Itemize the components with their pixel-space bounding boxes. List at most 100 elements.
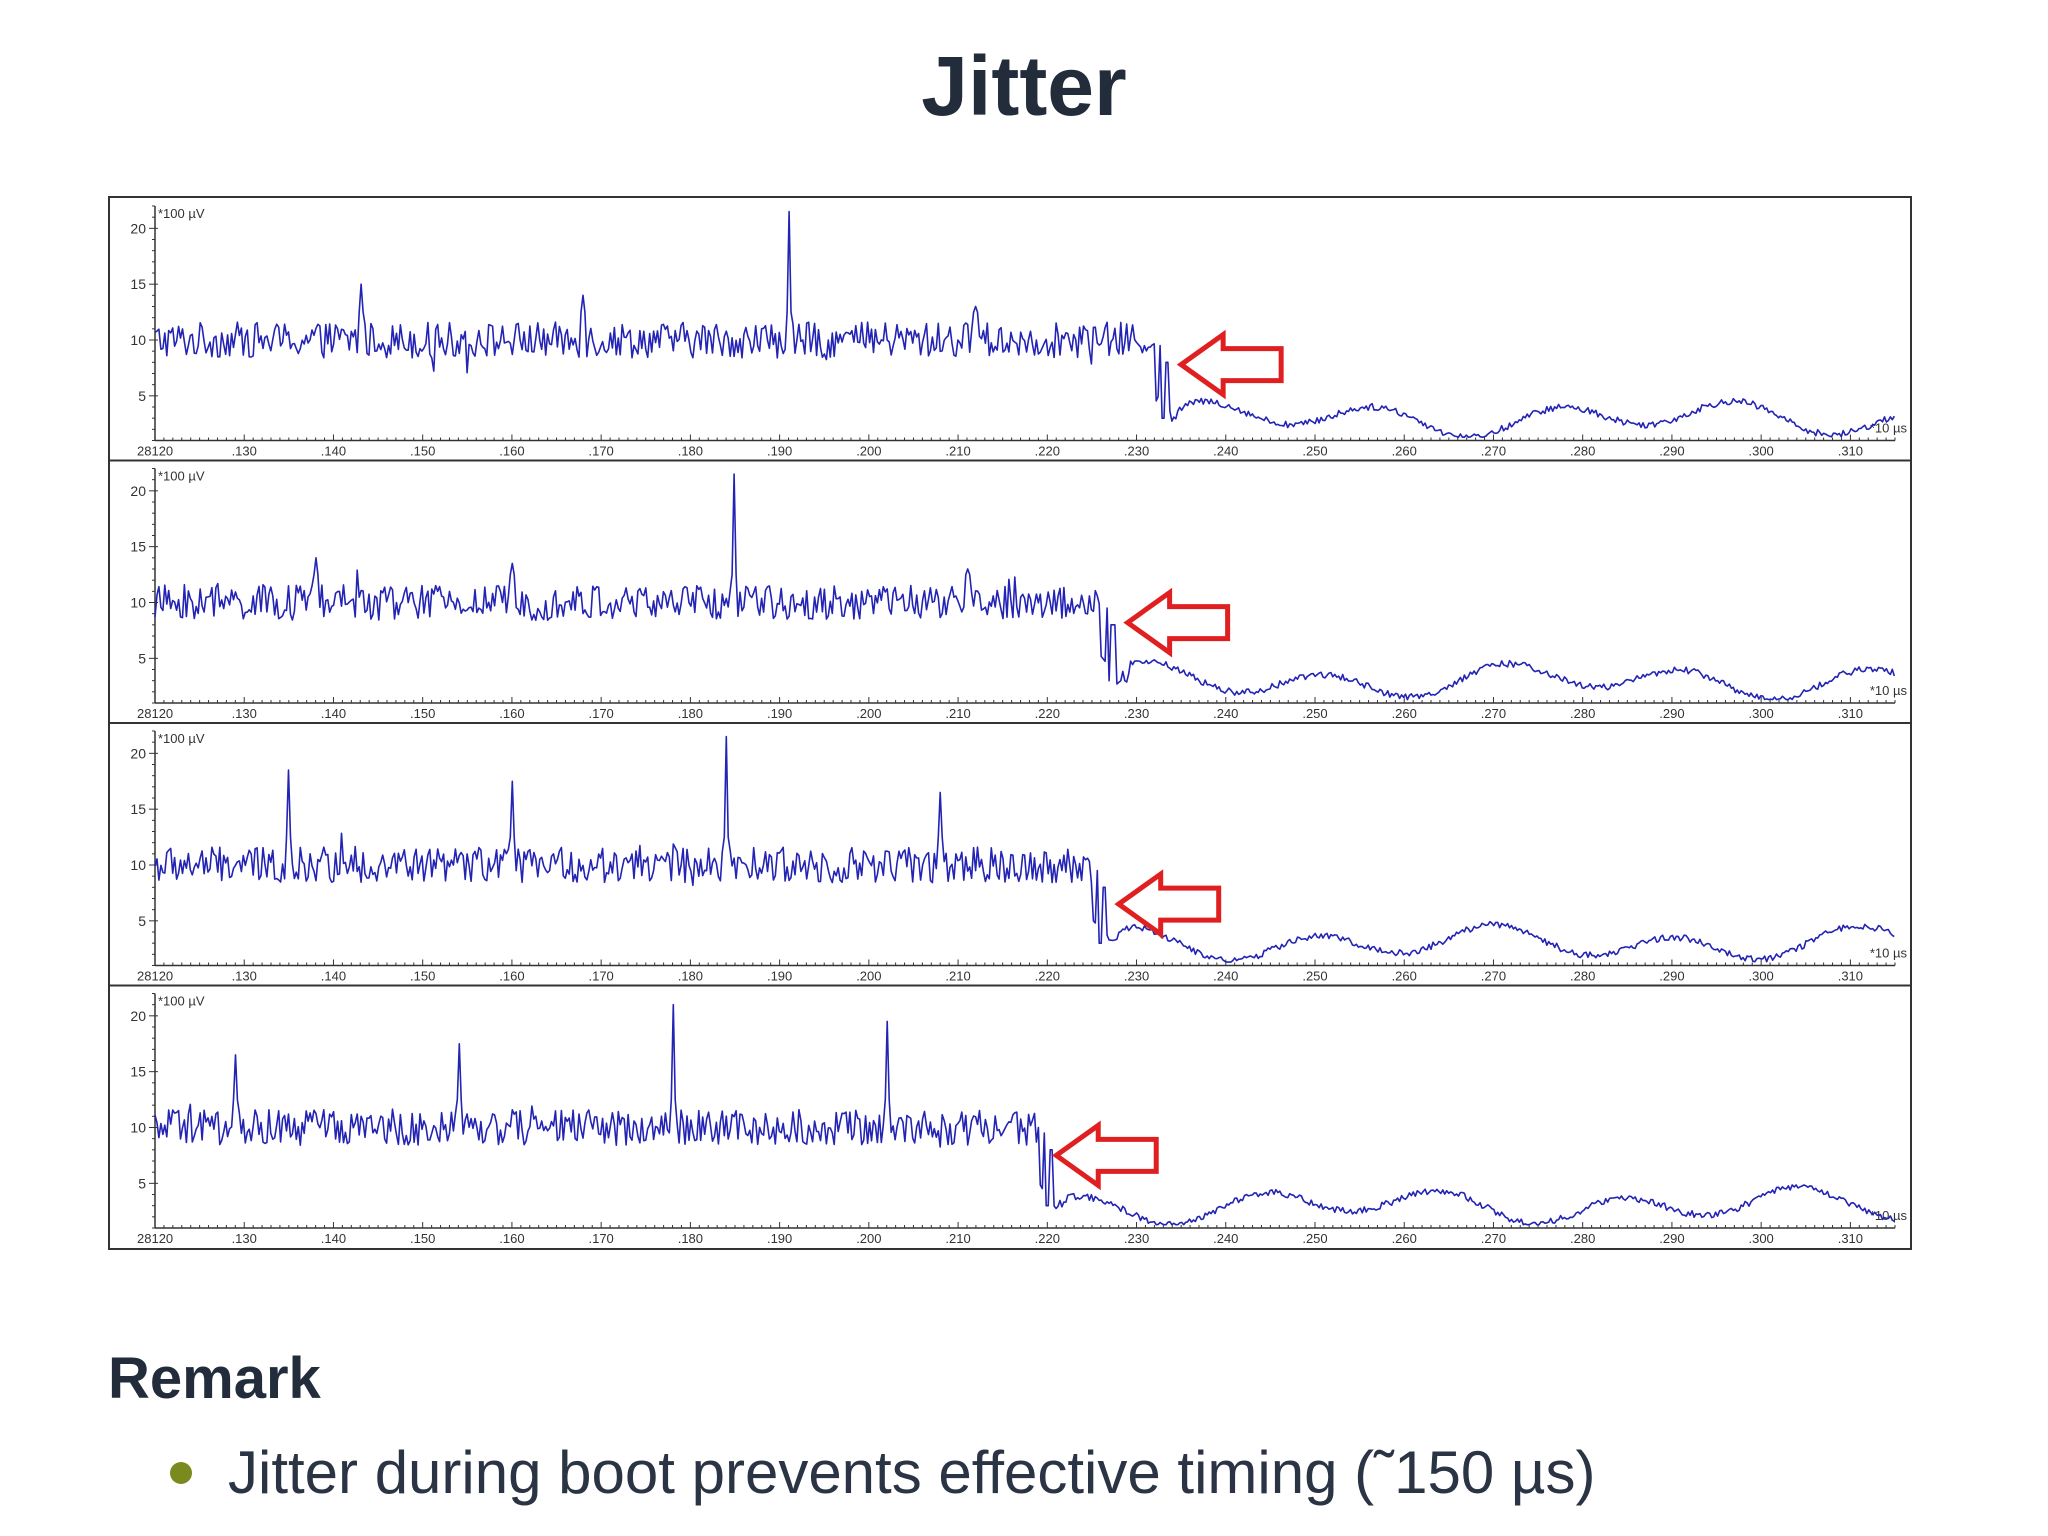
y-tick-label: 10 [130,332,146,348]
y-tick-label: 20 [130,745,146,761]
x-tick-label: .260 [1392,969,1417,984]
red-arrow-icon [1123,587,1231,658]
x-tick-label: .230 [1124,706,1149,721]
x-tick-label: .230 [1124,969,1149,984]
bullet-icon [170,1461,192,1484]
x-tick-label: .180 [678,1231,703,1246]
x-tick-label: .260 [1392,706,1417,721]
x-tick-label: .200 [856,706,881,721]
y-tick-label: 10 [130,595,146,611]
plot-panel: .130 .140 .150 .160 .170 .180 .190 .200 .210 .220… [130,205,1908,459]
signal-trace [154,735,1895,963]
x-tick-label: .280 [1570,969,1595,984]
y-tick-label: 15 [130,801,146,817]
x-tick-label: .230 [1124,1231,1149,1246]
red-arrow-icon [1176,329,1284,400]
x-tick-label: .220 [1035,444,1060,459]
red-arrow-icon [1051,1120,1159,1191]
x-tick-label: .270 [1481,1231,1506,1246]
x-tick-label: .310 [1838,444,1863,459]
x-tick-label: .160 [499,1231,524,1246]
x-tick-label: .210 [945,1231,970,1246]
x-tick-label: .210 [945,444,970,459]
x-tick-label: .190 [767,969,792,984]
x-tick-label: .190 [767,706,792,721]
x-tick-label: .220 [1035,706,1060,721]
x-unit-label: *10 µs [1870,946,1908,961]
x-tick-label: .210 [945,706,970,721]
y-unit-label: *100 µV [158,469,205,484]
x-tick-label: .190 [767,1231,792,1246]
y-unit-label: *100 µV [158,731,205,746]
x-start-label: 28120 [137,969,173,984]
slide-title: Jitter [921,39,1127,133]
y-tick-label: 20 [130,483,146,499]
x-tick-label: .240 [1213,1231,1238,1246]
x-tick-label: .160 [499,444,524,459]
x-tick-label: .130 [232,1231,257,1246]
x-tick-label: .140 [321,1231,346,1246]
y-tick-label: 15 [130,539,146,555]
x-tick-label: .310 [1838,1231,1863,1246]
x-tick-label: .310 [1838,969,1863,984]
x-tick-label: .150 [410,969,435,984]
x-tick-label: .270 [1481,444,1506,459]
y-tick-label: 20 [130,1008,146,1024]
x-unit-label: *10 µs [1870,421,1908,436]
y-unit-label: *100 µV [158,206,205,221]
x-tick-label: .170 [588,969,613,984]
x-tick-label: .160 [499,969,524,984]
x-tick-label: .280 [1570,1231,1595,1246]
x-tick-label: .180 [678,706,703,721]
remark-heading: Remark [108,1346,321,1411]
x-tick-label: .140 [321,706,346,721]
x-tick-label: .130 [232,444,257,459]
x-tick-label: .170 [588,1231,613,1246]
x-start-label: 28120 [137,1231,173,1246]
x-start-label: 28120 [137,444,173,459]
x-tick-label: .310 [1838,706,1863,721]
x-tick-label: .170 [588,706,613,721]
x-tick-label: .300 [1748,969,1773,984]
x-tick-label: .250 [1302,706,1327,721]
x-tick-label: .300 [1748,1231,1773,1246]
oscilloscope-plots: .130 .140 .150 .160 .170 .180 .190 .200 .210 .220… [110,205,1910,1246]
x-tick-label: .130 [232,969,257,984]
x-tick-label: .140 [321,969,346,984]
x-tick-label: .270 [1481,706,1506,721]
x-tick-label: .240 [1213,706,1238,721]
x-tick-label: .250 [1302,444,1327,459]
x-tick-label: .170 [588,444,613,459]
x-tick-label: .150 [410,444,435,459]
remark-item: Jitter during boot prevents effective ti… [170,1438,1595,1507]
y-tick-label: 5 [138,913,146,929]
y-tick-label: 5 [138,388,146,404]
y-tick-label: 10 [130,1120,146,1136]
x-start-label: 28120 [137,706,173,721]
x-tick-label: .290 [1659,444,1684,459]
x-tick-label: .150 [410,1231,435,1246]
signal-trace [154,210,1895,438]
x-tick-label: .270 [1481,969,1506,984]
x-tick-label: .250 [1302,1231,1327,1246]
signal-trace [154,473,1896,701]
x-tick-label: .200 [856,969,881,984]
x-tick-label: .210 [945,969,970,984]
x-tick-label: .220 [1035,1231,1060,1246]
x-tick-label: .240 [1213,444,1238,459]
y-unit-label: *100 µV [158,994,205,1009]
x-tick-label: .290 [1659,706,1684,721]
signal-trace [154,1003,1895,1226]
oscilloscope-figure: .130 .140 .150 .160 .170 .180 .190 .200 .210 .220… [108,196,1912,1250]
y-tick-label: 20 [130,220,146,236]
y-tick-label: 15 [130,276,146,292]
x-tick-label: .200 [856,1231,881,1246]
x-unit-label: *10 µs [1870,683,1908,698]
x-tick-label: .300 [1748,706,1773,721]
x-tick-label: .160 [499,706,524,721]
x-tick-label: .140 [321,444,346,459]
x-tick-label: .290 [1659,1231,1684,1246]
x-tick-label: .230 [1124,444,1149,459]
x-tick-label: .260 [1392,1231,1417,1246]
remark-item-text: Jitter during boot prevents effective ti… [228,1439,1596,1506]
